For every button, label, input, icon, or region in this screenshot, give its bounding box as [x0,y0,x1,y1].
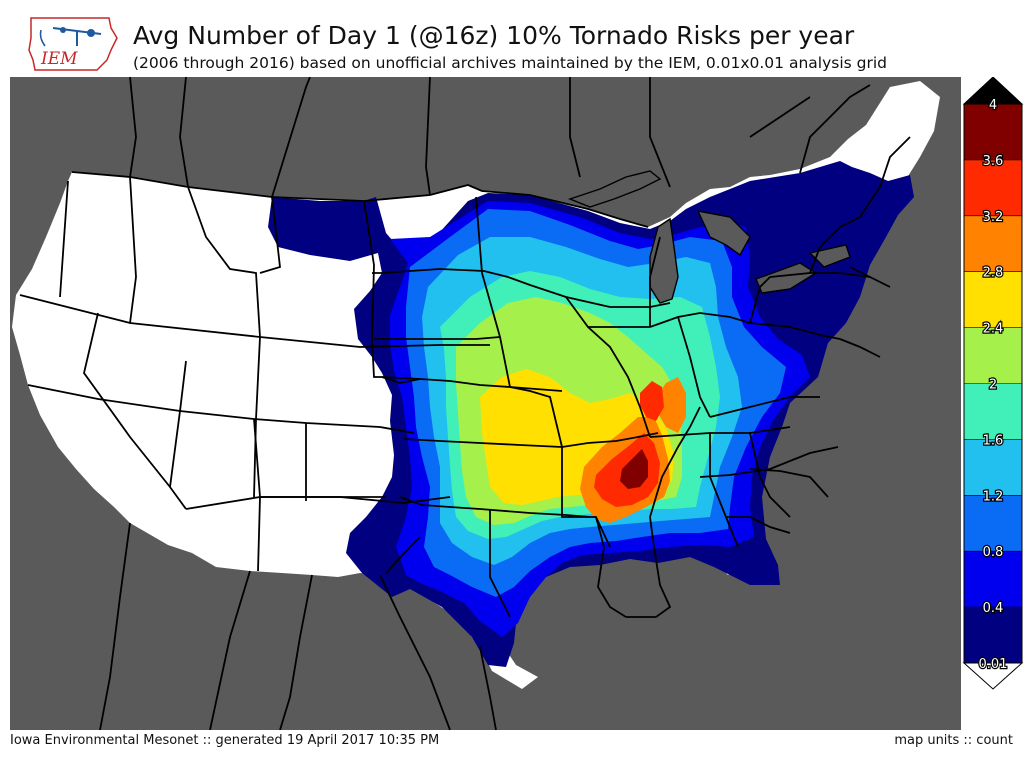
risk-zone-3.6-4.0 [620,449,648,489]
tornado-risk-map [10,77,961,730]
footer-credit: Iowa Environmental Mesonet :: generated … [10,733,440,748]
legend-labels: 4 3.6 3.2 2.8 2.4 2 1.6 1.2 0.8 0.4 0.01 [964,97,1022,673]
legend-label: 4 [989,98,997,113]
legend-bin [964,607,1022,663]
legend-label: 3.6 [983,154,1004,169]
legend-bin [964,439,1022,496]
legend-bin [964,104,1022,160]
risk-zone-2.8-3.2-b [656,377,686,433]
logo-text: IEM [40,49,78,69]
iem-logo: IEM [28,17,118,71]
legend-bins [963,103,1023,664]
colorbar-legend: 4 3.6 3.2 2.8 2.4 2 1.6 1.2 0.8 0.4 0.01 [962,77,1024,690]
legend-label: 2.4 [983,322,1004,337]
legend-label: 2 [989,378,997,393]
map-title: Avg Number of Day 1 (@16z) 10% Tornado R… [133,21,855,50]
legend-label: 2.8 [983,266,1004,281]
legend-bin [964,495,1022,552]
legend-bin [964,551,1022,608]
legend-bin [964,271,1022,328]
great-lakes [567,170,851,304]
legend-label: 1.2 [983,489,1004,504]
legend-label: 1.6 [983,433,1004,448]
legend-bin [964,215,1022,272]
legend-label: 0.4 [983,601,1004,616]
legend-bin [964,327,1022,384]
risk-zone-3.2-3.6-b [640,381,664,421]
state-borders [19,77,911,730]
legend-bin [964,159,1022,216]
map-subtitle: (2006 through 2016) based on unofficial … [133,54,887,72]
legend-bin [964,383,1022,440]
legend-label: 3.2 [983,210,1004,225]
legend-label: 0.01 [979,657,1008,672]
legend-label: 0.8 [983,545,1004,560]
footer-units: map units :: count [894,733,1013,748]
